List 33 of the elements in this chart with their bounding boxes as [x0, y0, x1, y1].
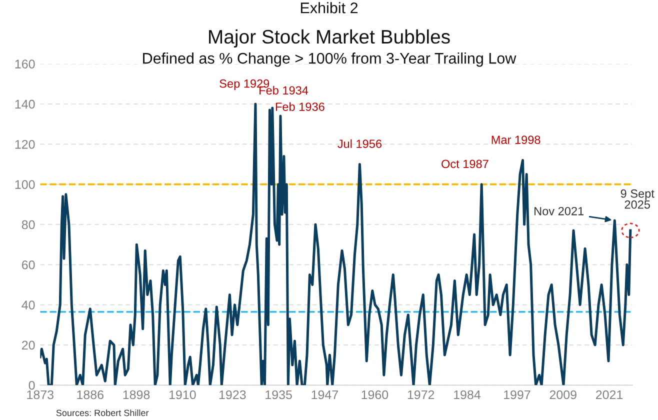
x-tick-label: 1910 [169, 390, 196, 400]
y-tick-label: 100 [15, 180, 35, 189]
annotation: Oct 1987 [442, 160, 488, 168]
y-tick-label: 60 [22, 260, 35, 270]
x-tick-label: 1935 [266, 390, 292, 400]
x-tick-label: 1886 [77, 390, 104, 400]
x-tick-label: 1873 [27, 390, 54, 400]
x-tick-label: 1960 [362, 390, 388, 400]
y-tick-label: 20 [22, 340, 35, 350]
x-tick-label: 1923 [219, 390, 246, 400]
x-tick-label: 2021 [596, 390, 623, 400]
x-tick-label: 2009 [550, 390, 576, 400]
x-tick-label: 1997 [504, 390, 530, 400]
y-tick-label: 80 [22, 220, 35, 230]
annotation: Mar 1998 [492, 136, 540, 144]
annotation: Nov 2021 [534, 206, 584, 216]
text: Exhibit 2 [300, 2, 358, 14]
annotation: Feb 1936 [276, 102, 324, 111]
y-tick-label: 120 [15, 140, 35, 149]
x-tick-label: 1972 [408, 390, 434, 400]
chart-subtitle: Defined as % Change > 100% from 3-Year Trailing Low [143, 52, 516, 67]
annotation: Jul 1956 [338, 139, 382, 148]
chart-title: Major Stock Market Bubbles [209, 29, 450, 48]
annotation: 9 Sept 2025 [620, 189, 654, 209]
y-tick-label: 0 [28, 380, 35, 390]
annotation: Feb 1934 [260, 86, 308, 95]
y-tick-label: 140 [15, 100, 35, 109]
y-tick-label: 40 [22, 300, 35, 310]
x-tick-label: 1898 [123, 390, 150, 400]
x-tick-label: 1947 [312, 390, 338, 400]
x-tick-label: 1984 [454, 390, 481, 400]
source-note: Sources: Robert Shiller [56, 409, 149, 416]
y-tick-label: 160 [15, 60, 35, 68]
